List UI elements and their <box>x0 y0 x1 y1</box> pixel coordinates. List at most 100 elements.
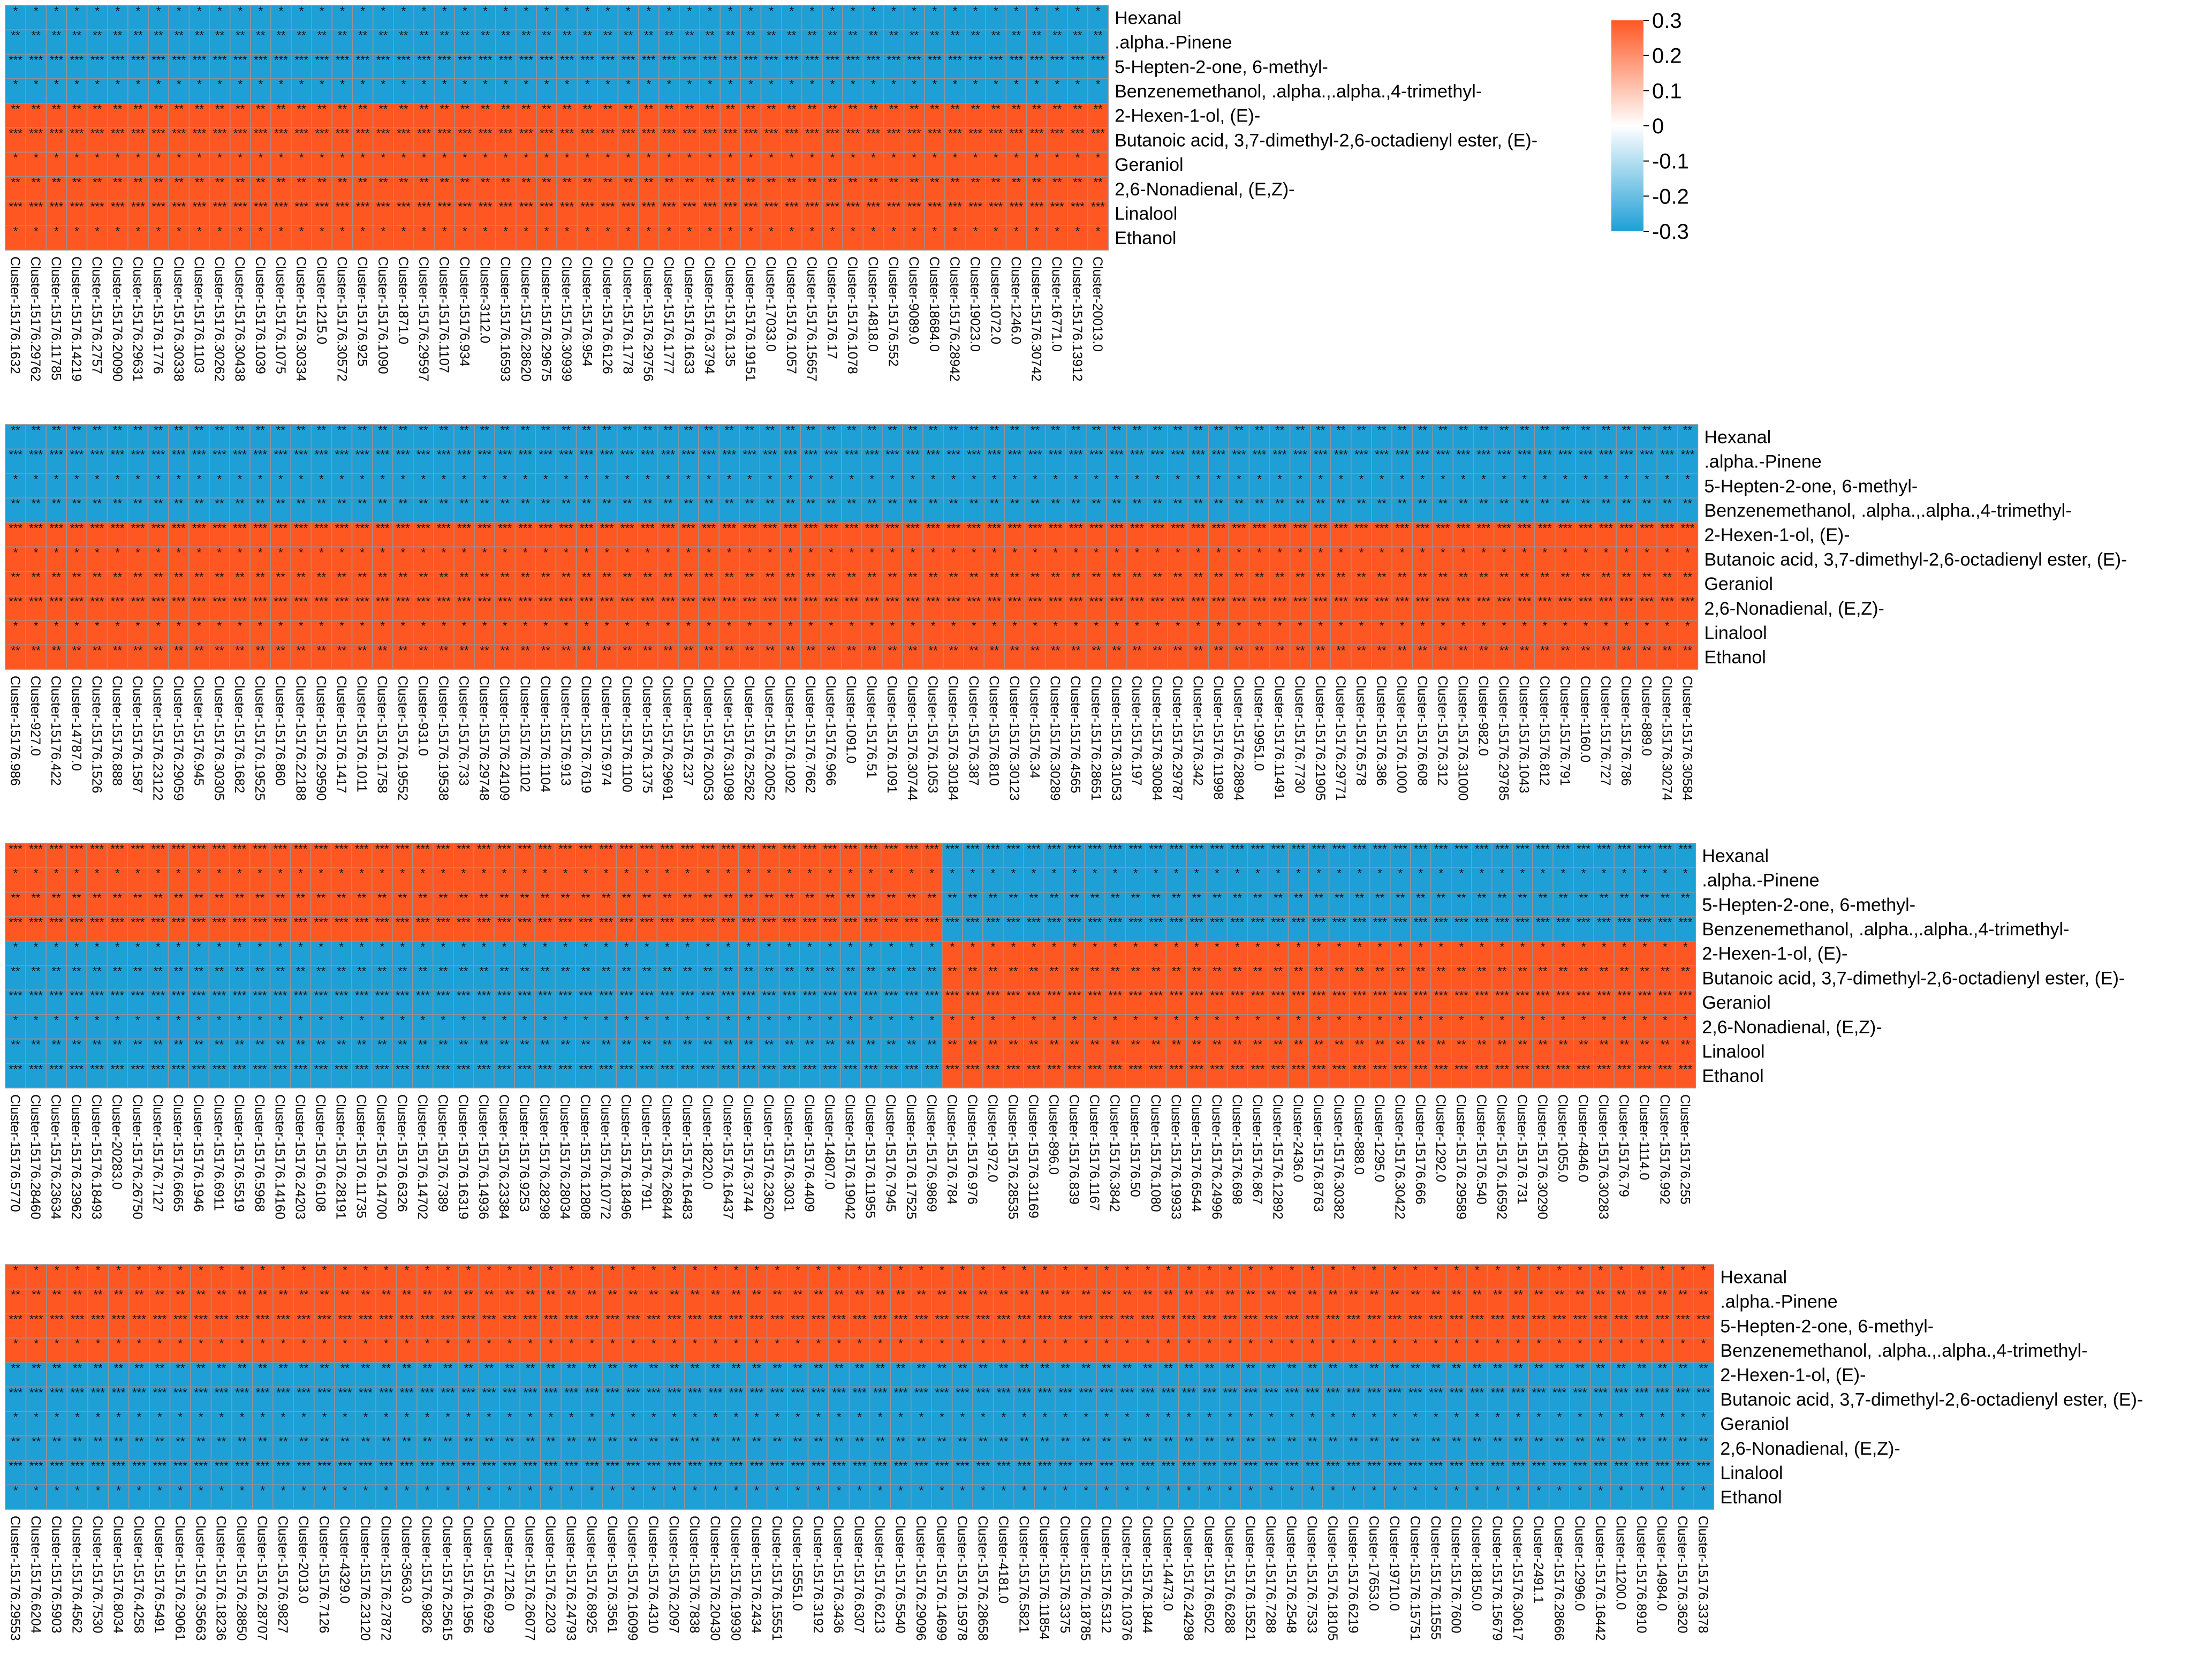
significance-marker: *** <box>885 595 899 608</box>
significance-marker: *** <box>884 916 898 929</box>
significance-marker: *** <box>784 595 798 608</box>
heatmap-cell <box>393 54 414 79</box>
significance-marker: * <box>1683 867 1688 880</box>
significance-marker: * <box>34 224 39 238</box>
significance-marker: ** <box>684 570 693 584</box>
significance-marker: * <box>278 940 283 954</box>
significance-marker: ** <box>869 176 878 189</box>
significance-marker: *** <box>579 1062 593 1076</box>
column-label: Cluster-15176.30305 <box>211 676 226 801</box>
heatmap-cell <box>413 5 435 31</box>
significance-marker: ** <box>644 102 654 116</box>
significance-marker: * <box>1481 619 1486 633</box>
significance-marker: * <box>340 151 345 164</box>
column-label: Cluster-15176.966 <box>823 676 838 786</box>
significance-marker: * <box>972 472 976 486</box>
significance-marker: * <box>1176 619 1180 633</box>
significance-marker: ** <box>521 176 531 189</box>
significance-marker: ** <box>643 497 653 510</box>
column-label: Cluster-15176.50 <box>1127 1094 1142 1197</box>
heatmap-cell <box>495 29 517 55</box>
significance-marker: * <box>1645 619 1649 633</box>
significance-marker: * <box>1380 619 1384 633</box>
significance-marker: *** <box>1558 448 1572 462</box>
significance-marker: ** <box>949 497 959 510</box>
significance-marker: ** <box>1683 423 1693 437</box>
significance-marker: ** <box>785 965 794 978</box>
significance-marker: *** <box>661 448 675 462</box>
significance-marker: * <box>1665 546 1670 559</box>
significance-marker: *** <box>213 842 226 856</box>
significance-marker: *** <box>519 200 533 214</box>
significance-marker: *** <box>1334 521 1348 535</box>
significance-marker: *** <box>620 521 634 535</box>
significance-marker: * <box>54 940 59 954</box>
significance-marker: * <box>1459 940 1464 954</box>
significance-marker: ** <box>1132 423 1142 437</box>
significance-marker: ** <box>459 891 468 904</box>
significance-marker: * <box>1420 619 1425 633</box>
significance-marker: ** <box>499 891 509 904</box>
significance-marker: * <box>1441 619 1445 633</box>
significance-marker: ** <box>752 1288 762 1302</box>
significance-marker: *** <box>457 448 471 462</box>
column-label: Cluster-15176.28651 <box>1088 676 1103 801</box>
column-label: Cluster-15176.16319 <box>456 1094 471 1220</box>
significance-marker: *** <box>294 916 308 929</box>
significance-marker: ** <box>52 570 62 584</box>
significance-marker: *** <box>599 989 613 1002</box>
heatmap-cell <box>842 103 864 128</box>
significance-marker: * <box>667 151 672 164</box>
significance-marker: *** <box>1658 842 1672 856</box>
significance-marker: *** <box>457 989 471 1002</box>
significance-marker: * <box>1155 472 1160 486</box>
significance-marker: ** <box>320 1288 329 1302</box>
significance-marker: *** <box>560 200 574 214</box>
significance-marker: ** <box>358 423 367 437</box>
significance-marker: ** <box>1314 891 1324 904</box>
significance-marker: ** <box>685 102 694 116</box>
significance-marker: *** <box>1597 989 1611 1002</box>
significance-marker: *** <box>274 127 288 140</box>
significance-marker: * <box>851 78 855 91</box>
column-label: Cluster-15176.1011 <box>354 676 369 792</box>
significance-marker: *** <box>71 1312 85 1326</box>
significance-marker: *** <box>50 200 64 214</box>
significance-marker: ** <box>399 102 408 116</box>
significance-marker: * <box>422 151 427 164</box>
significance-marker: *** <box>825 200 839 214</box>
column-label: Cluster-15176.1092 <box>782 676 797 793</box>
significance-marker: *** <box>661 595 675 608</box>
significance-marker: *** <box>1393 916 1407 929</box>
column-label: Cluster-15176.31000 <box>1455 676 1470 801</box>
column-label: Cluster-15176.7730 <box>1292 676 1307 793</box>
significance-marker: * <box>544 151 549 164</box>
significance-marker: * <box>1113 867 1118 880</box>
significance-marker: *** <box>641 521 655 535</box>
significance-marker: * <box>747 619 752 633</box>
significance-marker: *** <box>1619 595 1633 608</box>
column-label: Cluster-15176.7389 <box>435 1094 450 1212</box>
significance-marker: * <box>912 78 916 91</box>
significance-marker: ** <box>154 891 163 904</box>
column-label: Cluster-15176.552 <box>886 256 901 367</box>
significance-marker: * <box>197 4 202 18</box>
significance-marker: *** <box>968 127 982 140</box>
significance-marker: * <box>442 78 447 91</box>
heatmap-cell <box>66 78 88 104</box>
significance-marker: * <box>1216 619 1221 633</box>
significance-marker: * <box>197 224 202 238</box>
significance-marker: * <box>1500 1014 1505 1027</box>
heatmap-cell <box>291 29 313 55</box>
significance-marker: ** <box>1431 1288 1441 1302</box>
significance-marker: * <box>178 1264 183 1277</box>
significance-marker: *** <box>171 1062 185 1076</box>
significance-marker: *** <box>1191 448 1205 462</box>
column-label: Cluster-15176.16592 <box>1494 1094 1509 1220</box>
significance-marker: *** <box>966 1062 980 1076</box>
significance-marker: *** <box>865 595 879 608</box>
significance-marker: ** <box>459 1038 468 1052</box>
significance-marker: ** <box>72 423 82 437</box>
significance-marker: ** <box>1020 1288 1029 1302</box>
significance-marker: * <box>769 78 774 91</box>
